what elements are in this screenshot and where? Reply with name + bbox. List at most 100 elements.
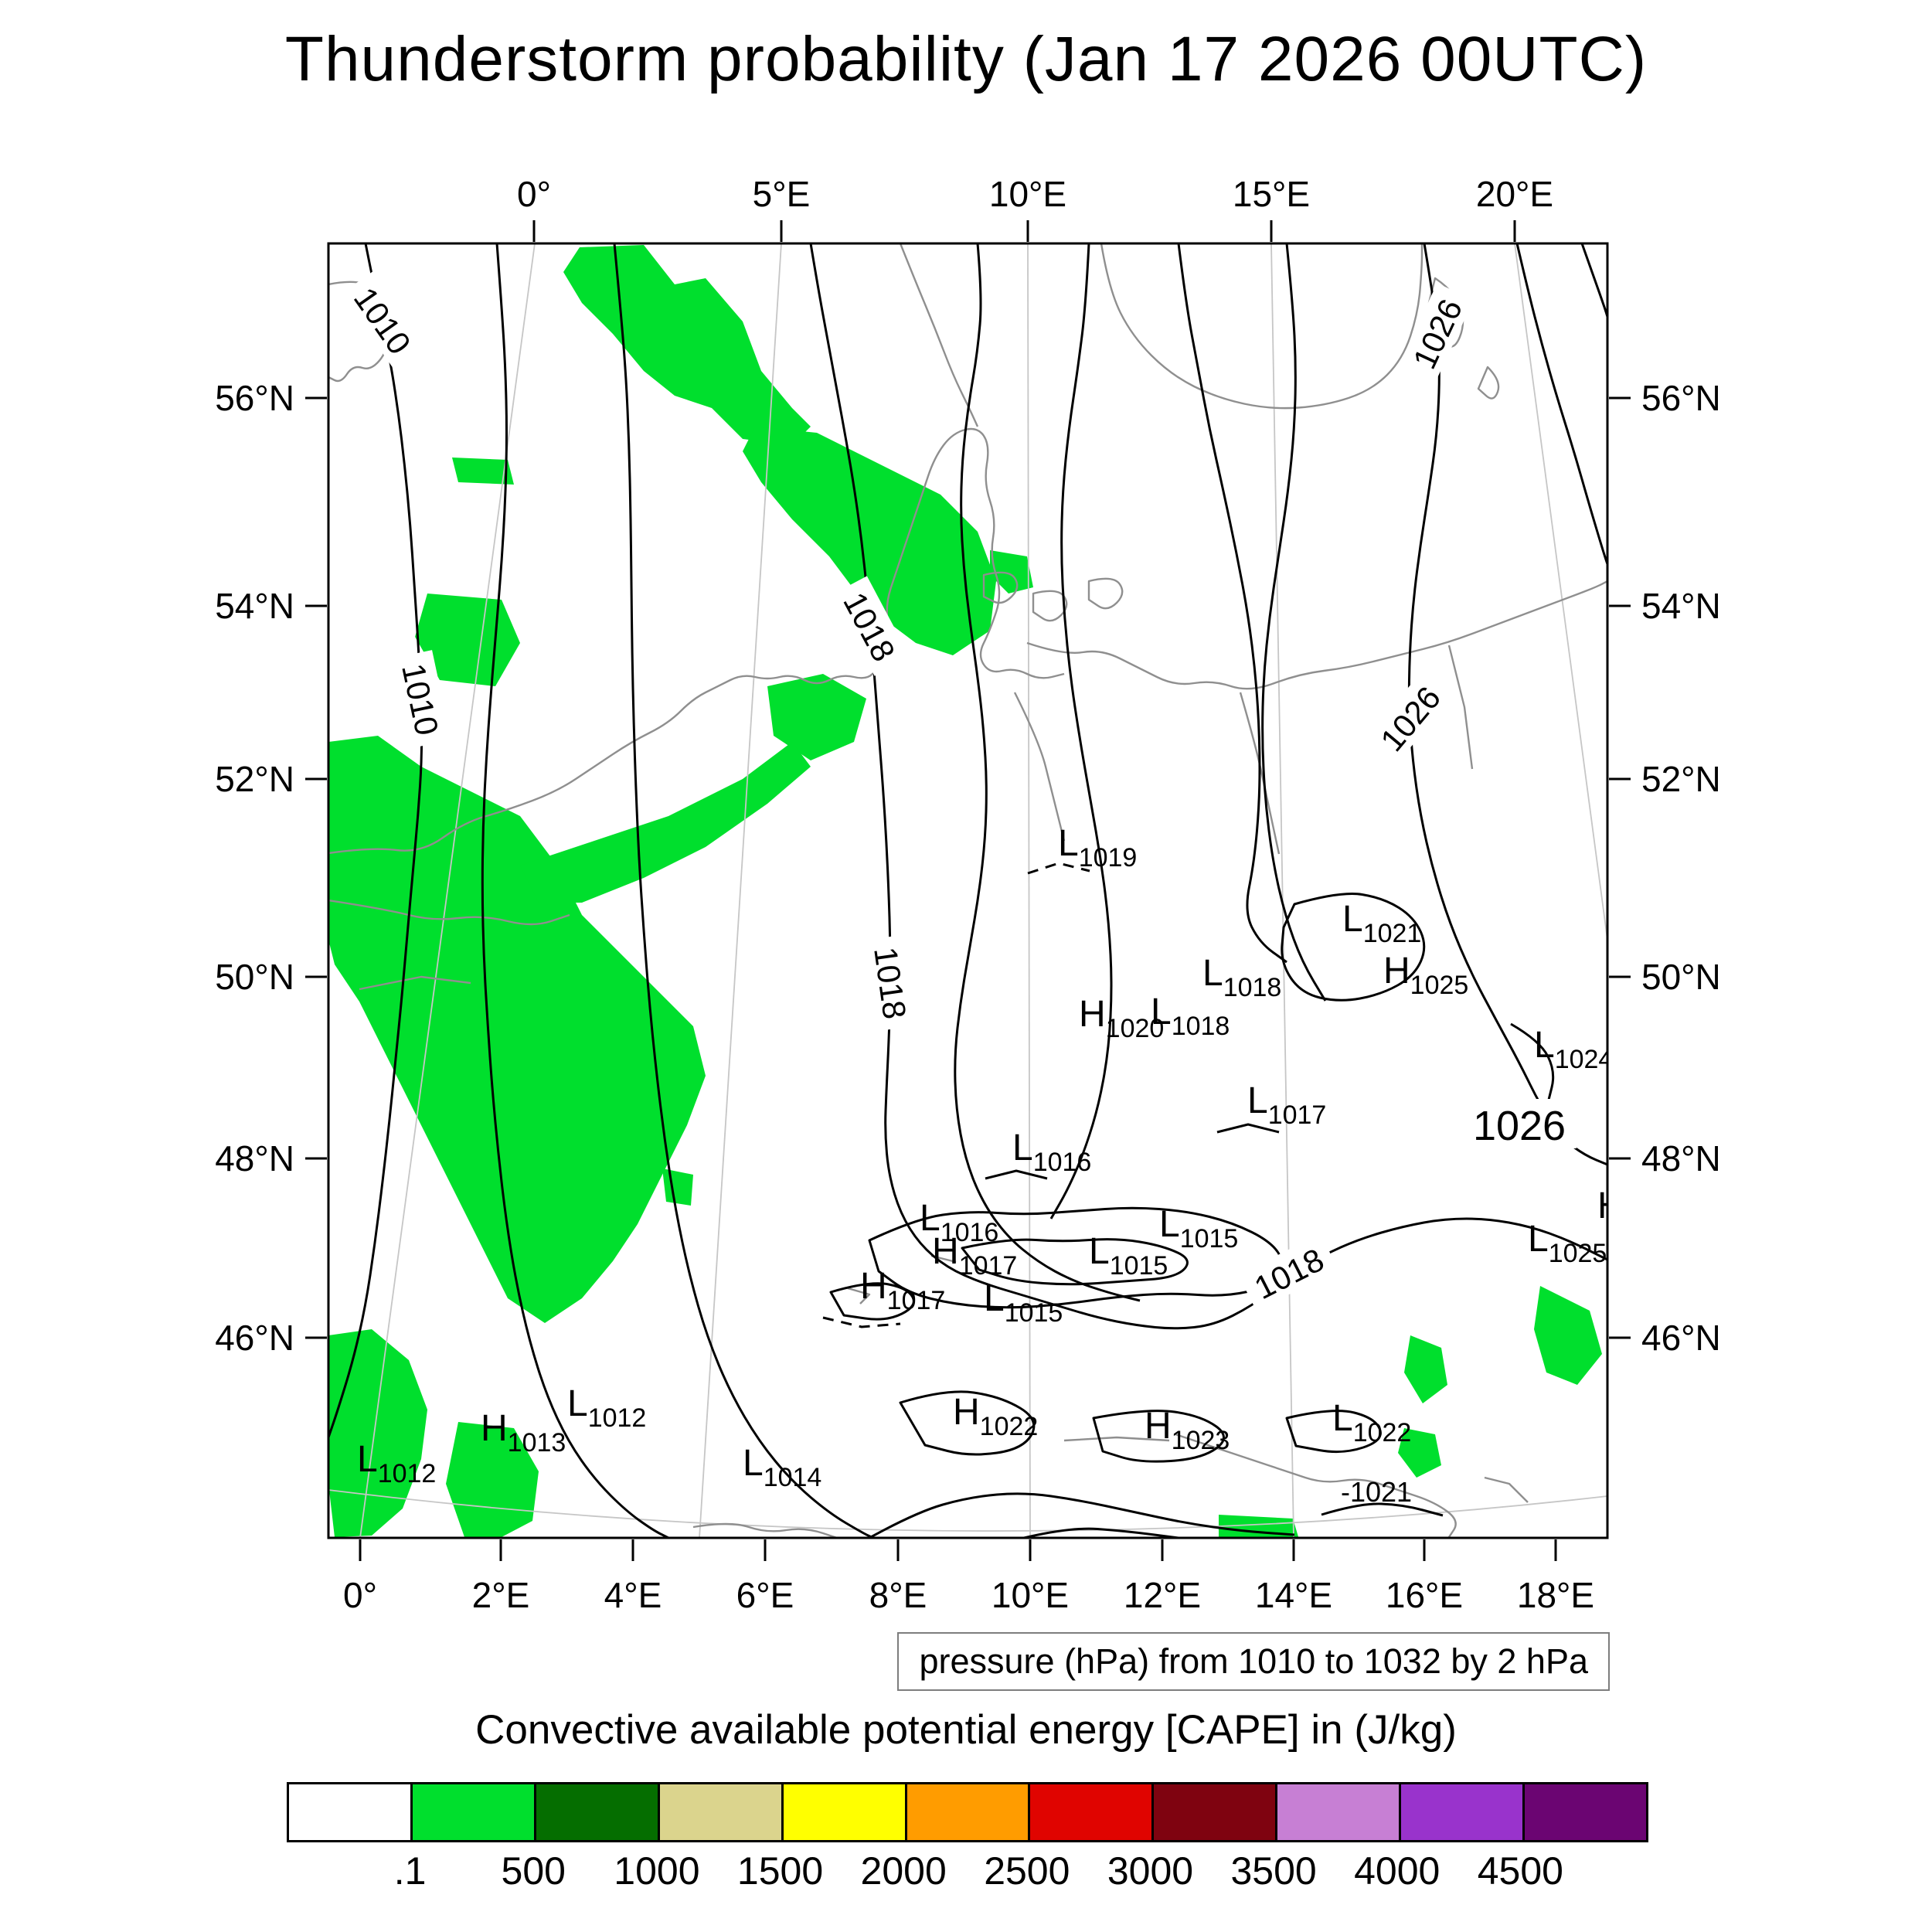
cape-area (452, 457, 514, 485)
map-axes: 0° 5°E 10°E 15°E 20°E 0° 2°E 4°E 6°E 8°E 10°E 12°E 1… (215, 174, 1721, 1615)
isobar-1022 (1285, 1410, 1382, 1454)
cape-area (662, 1168, 693, 1206)
isobar-1021 (1023, 1527, 1179, 1538)
cape-area (743, 427, 996, 655)
colorbar-cell-9 (1401, 1784, 1526, 1840)
isobar-label: 1018 (865, 934, 918, 1032)
cape-area (446, 1422, 539, 1537)
colorbar-cell-2 (536, 1784, 660, 1840)
isobar-1028 (1515, 243, 1607, 565)
graticule-meridian (1270, 243, 1294, 1538)
colorbar-cell-1 (412, 1784, 536, 1840)
pressure-center-l1015: L1015 (1159, 1204, 1238, 1253)
coastline (899, 243, 979, 427)
map-border (327, 242, 1609, 1539)
axis-label-lon-bottom: 12°E (1124, 1575, 1201, 1615)
coastline (1175, 1433, 1457, 1538)
axis-label-lon-bottom: 6°E (736, 1575, 794, 1615)
coastline (1087, 577, 1124, 610)
isobar-label-mask (865, 934, 918, 1032)
coastline (1100, 243, 1423, 410)
isobar-label-mask (1398, 283, 1474, 383)
coastline (1239, 692, 1281, 855)
isobar-1016 (985, 1169, 1048, 1180)
edge-label: H (1597, 1185, 1624, 1226)
axis-label-lon-bottom: 2°E (472, 1575, 530, 1615)
graticule-meridian (1027, 243, 1031, 1538)
colorbar-tick-label: 4000 (1354, 1849, 1440, 1893)
chart-title: Thunderstorm probability (Jan 17 2026 00… (284, 24, 1648, 94)
graticule-meridian (1514, 243, 1607, 940)
isobar-label-mask (831, 576, 910, 676)
axis-label-lon-top: 20°E (1476, 174, 1553, 214)
cape-colorbar (287, 1782, 1648, 1842)
edge-label: -1021 (1341, 1476, 1412, 1508)
isobar-1020 (954, 243, 1141, 1302)
cape-area (1219, 1515, 1299, 1538)
colorbar-tick-label: 4500 (1477, 1849, 1563, 1893)
coastline (877, 427, 1065, 679)
colorbar-cell-5 (906, 1784, 1031, 1840)
pressure-center-l1012: L1012 (567, 1383, 646, 1433)
pressure-center-h1025: H1025 (1383, 951, 1468, 1000)
isobar-1023 (1092, 1410, 1225, 1463)
isobar-label-text: 1026 (1473, 1103, 1566, 1149)
pressure-center-h1017: H1017 (860, 1266, 945, 1315)
graticule-meridian (699, 243, 782, 1538)
coastline (847, 1287, 871, 1304)
isobar-label-mask (1364, 669, 1454, 766)
isobar-1018 (809, 243, 1607, 1330)
coastline (692, 1522, 840, 1538)
cape-area (328, 736, 706, 1323)
pressure-center-l1022: L1022 (1332, 1398, 1411, 1447)
isobar-1024 (1510, 1022, 1555, 1104)
colorbar-tick-labels: .1 500 1000 1500 2000 2500 3000 3500 4000 4500 (287, 1849, 1644, 1903)
cape-area (520, 742, 811, 903)
axis-label-lon-top: 0° (517, 174, 551, 214)
axis-label-lon-bottom: 8°E (869, 1575, 927, 1615)
isobar-1022 (1281, 893, 1426, 1002)
isobar-label: 1010 (341, 270, 427, 369)
map-frame (327, 242, 1609, 1539)
coastline (982, 571, 1019, 604)
axis-label-lat-left: 54°N (215, 586, 294, 626)
coastline (1447, 645, 1474, 770)
isobar-1021 (1321, 1502, 1444, 1517)
pressure-center-l1014: L1014 (743, 1443, 821, 1492)
isobar-1022 (899, 1390, 1036, 1456)
isobar-layer (328, 243, 1607, 1538)
isobar-label: 1026 (1398, 283, 1474, 383)
cape-area (1398, 1428, 1441, 1478)
coastline (328, 667, 879, 855)
isobar-1024 (1261, 243, 1327, 1002)
axis-label-lon-bottom: 18°E (1517, 1575, 1594, 1615)
axis-label-lat-left: 48°N (215, 1138, 294, 1179)
isobar-1017 (829, 1282, 915, 1321)
pressure-center-l1016: L1016 (1012, 1128, 1091, 1177)
pressure-center-l1018: L1018 (1202, 953, 1281, 1002)
isobar-label: 1010 (393, 650, 451, 749)
pressure-center-h1022: H1022 (953, 1392, 1038, 1441)
colorbar-cell-10 (1525, 1784, 1646, 1840)
coastline (1484, 1476, 1529, 1503)
graticule-parallel (328, 1489, 1607, 1532)
axis-label-lon-bottom: 10°E (992, 1575, 1069, 1615)
isobar-1017 (1216, 1123, 1280, 1134)
axis-label-lon-bottom: 4°E (604, 1575, 662, 1615)
cape-area (328, 1329, 427, 1537)
isobar-label-mask (341, 270, 427, 369)
axis-label-lat-right: 56°N (1641, 378, 1721, 418)
colorbar-tick-label: 2000 (860, 1849, 947, 1893)
axis-label-lat-left: 50°N (215, 957, 294, 997)
axis-label-lat-right: 52°N (1641, 759, 1721, 799)
isobar-1030 (1580, 243, 1607, 318)
axis-label-lat-right: 48°N (1641, 1138, 1721, 1179)
coastline (359, 975, 471, 991)
pressure-note-box: pressure (hPa) from 1010 to 1032 by 2 hP… (897, 1632, 1610, 1691)
axis-label-lat-left: 46°N (215, 1318, 294, 1358)
pressure-center-l1018: L1018 (1151, 992, 1230, 1041)
colorbar-cell-7 (1154, 1784, 1278, 1840)
pressure-center-l1025: L1025 (1528, 1219, 1607, 1268)
